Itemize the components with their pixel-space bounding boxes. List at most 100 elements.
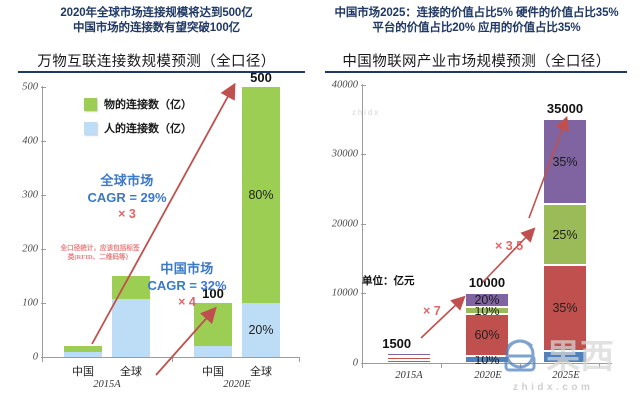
bar-value-2015a: 1500 xyxy=(382,336,412,351)
annotation-footnote-line2: 类(RFID、二维码等） xyxy=(67,253,133,261)
left-ylabel-300: 300 xyxy=(22,189,38,201)
bar-segment-things: 80% xyxy=(242,87,280,303)
left-title-rule xyxy=(18,71,305,73)
bar-2015a-global xyxy=(112,276,150,357)
xlabel-2020e: 2020E xyxy=(474,370,502,381)
bar-value-2020e: 10000 xyxy=(468,275,506,290)
left-ytick-200 xyxy=(41,249,46,250)
bar-2025e: 35% 25% 35% 35000 xyxy=(543,101,587,363)
right-ylabel-40000: 40000 xyxy=(331,79,358,91)
left-chart-title: 万物互联连接数规模预测（全口径） xyxy=(37,54,276,70)
legend-label-things: 物的连接数（亿） xyxy=(104,99,192,111)
right-ytick-10000 xyxy=(361,293,366,294)
annotation-global-market-cagr: CAGR = 29% xyxy=(87,190,167,205)
bar-segment-label-connection: 10% xyxy=(474,352,500,367)
arrow-growth-2025-upper xyxy=(528,116,569,219)
arrow-growth-2020 xyxy=(420,295,466,339)
bar-segment-application: 20% xyxy=(465,293,509,307)
right-chart-title: 中国物联网产业市场规模预测（全口径） xyxy=(342,54,611,70)
bar-segment-things xyxy=(112,276,150,299)
left-header-line2: 中国市场的连接数有望突破100亿 xyxy=(72,22,241,34)
right-header-line1: 中国市场2025：连接的价值占比5% 硬件的价值占比35% xyxy=(334,7,619,19)
bar-segment-label-hardware: 60% xyxy=(474,328,500,342)
left-ylabel-400: 400 xyxy=(22,135,38,147)
bar-value-2020e-china: 100 xyxy=(202,286,224,301)
annotation-global-market-mult: × 3 xyxy=(118,207,136,221)
left-header: 2020年全球市场连接规模将达到500亿 中国市场的连接数有望突破100亿 xyxy=(0,6,313,36)
right-chart-panel: 中国市场2025：连接的价值占比5% 硬件的价值占比35% 平台的价值占比20%… xyxy=(313,0,640,409)
bar-segment-label-application: 35% xyxy=(552,154,578,169)
right-ylabel-20000: 20000 xyxy=(331,218,358,230)
left-ytick-0 xyxy=(41,357,46,358)
left-chart-panel: 2020年全球市场连接规模将达到500亿 中国市场的连接数有望突破100亿 万物… xyxy=(0,0,378,409)
xgroup-2020e: 2020E xyxy=(223,379,251,390)
bar-segment-connection xyxy=(543,351,587,363)
bar-segment-platform: 25% xyxy=(543,204,587,265)
bar-2020e: 10% 60% 10% 20% 10000 xyxy=(465,275,509,367)
right-ytick-40000 xyxy=(361,85,366,86)
xlabel-2015a: 2015A xyxy=(395,370,423,381)
bar-segment-hardware xyxy=(387,357,431,360)
xlabel-2015a-china: 中国 xyxy=(72,366,94,378)
left-legend: 物的连接数（亿） 人的连接数（亿） xyxy=(84,96,192,144)
left-ytick-100 xyxy=(41,303,46,304)
bar-segment-label-hardware: 35% xyxy=(552,301,578,315)
annotation-mult-2020: × 7 xyxy=(423,304,441,318)
left-ylabel-500: 500 xyxy=(22,81,38,93)
left-ylabel-200: 200 xyxy=(22,243,38,255)
legend-item-people: 人的连接数（亿） xyxy=(84,120,192,136)
xlabel-2015a-global: 全球 xyxy=(120,366,142,378)
left-ytick-300 xyxy=(41,195,46,196)
left-ylabel-0: 0 xyxy=(32,351,38,363)
xlabel-2020e-china: 中国 xyxy=(202,366,224,378)
bar-2015a-china xyxy=(64,346,102,357)
xgroup-2015a: 2015A xyxy=(93,379,121,390)
bar-segment-connection xyxy=(387,360,431,363)
left-ytick-500 xyxy=(41,87,46,88)
bar-segment-label-platform: 25% xyxy=(552,227,578,242)
annotation-china-market-mult: × 4 xyxy=(178,295,196,309)
left-y-axis xyxy=(42,86,43,358)
bar-segment-hardware: 35% xyxy=(543,265,587,351)
bar-2020e-global: 20% 80% 500 xyxy=(242,70,280,357)
bar-segment-people xyxy=(112,299,150,357)
legend-item-things: 物的连接数（亿） xyxy=(84,96,192,112)
bar-segment-people xyxy=(194,346,232,357)
legend-label-people: 人的连接数（亿） xyxy=(104,123,192,135)
bar-segment-label-platform: 10% xyxy=(474,303,500,318)
bar-segment-people xyxy=(64,352,102,357)
left-xtick-end xyxy=(299,357,300,362)
arrow-global-growth xyxy=(91,82,236,345)
right-header: 中国市场2025：连接的价值占比5% 硬件的价值占比35% 平台的价值占比20%… xyxy=(313,6,640,36)
annotation-china-market-cagr: CAGR = 32% xyxy=(147,278,227,293)
bar-value-2020e-global: 500 xyxy=(250,70,272,85)
bar-segment-label-application: 20% xyxy=(474,293,500,307)
annotation-global-market-title: 全球市场 xyxy=(100,173,154,188)
annotation-china-market-title: 中国市场 xyxy=(160,261,214,276)
bar-value-2025e: 35000 xyxy=(546,101,584,116)
xlabel-2025e: 2025E xyxy=(552,370,580,381)
bar-segment-application xyxy=(387,353,431,356)
right-plot-area: 0 10000 20000 30000 40000 1500 10% xyxy=(332,80,612,369)
annotation-footnote-line1: 全口径统计，应该包括标签 xyxy=(60,245,140,252)
right-xtick-0 xyxy=(362,363,363,368)
arrow-china-growth xyxy=(155,306,217,376)
right-title-rule xyxy=(325,71,627,73)
left-xtick-mid xyxy=(172,357,173,362)
right-ylabel-0: 0 xyxy=(352,357,358,369)
right-trend-arrows xyxy=(420,116,569,339)
arrow-growth-2025-lower xyxy=(482,227,536,283)
right-ytick-30000 xyxy=(361,154,366,155)
left-xtick-start xyxy=(42,357,43,362)
right-ytick-20000 xyxy=(361,224,366,225)
right-header-line2: 平台的价值占比20% 应用的价值占比35% xyxy=(372,22,581,34)
left-header-line1: 2020年全球市场连接规模将达到500亿 xyxy=(60,7,253,19)
bar-segment-label-things: 80% xyxy=(248,188,274,202)
bar-segment-people: 20% xyxy=(242,303,280,357)
legend-swatch-people-icon xyxy=(84,121,97,135)
annotation-mult-2025: × 3.5 xyxy=(495,239,524,253)
right-ylabel-10000: 10000 xyxy=(331,287,358,299)
bar-2015a: 1500 xyxy=(382,336,431,363)
xlabel-2020e-global: 全球 xyxy=(250,366,272,378)
